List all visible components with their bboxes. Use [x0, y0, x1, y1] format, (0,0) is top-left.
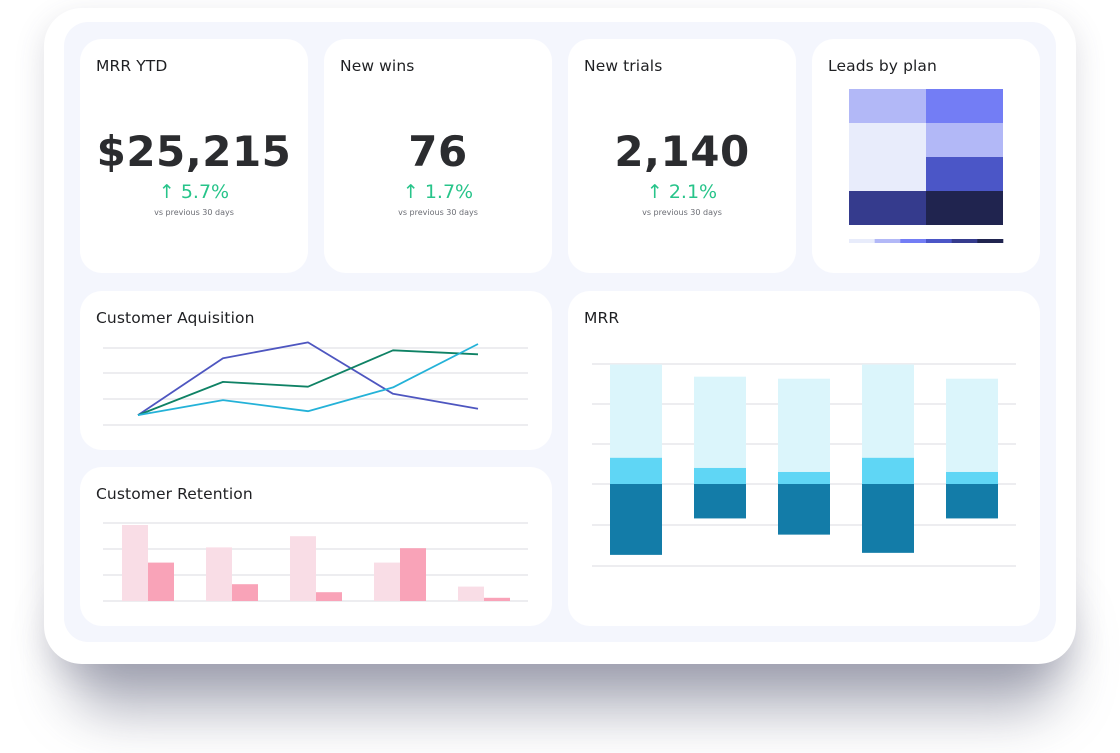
card-title: MRR: [584, 309, 620, 327]
mrr-bar-chart: [592, 363, 1016, 567]
kpi-value: 2,140: [614, 127, 750, 176]
heatmap-cell: [926, 123, 1003, 157]
bar: [400, 548, 426, 601]
bar: [122, 525, 148, 601]
bar-segment: [862, 484, 914, 553]
retention-bar-chart: [103, 522, 528, 602]
bar-segment: [946, 484, 998, 519]
kpi-value: 76: [408, 127, 468, 176]
bar-segment: [778, 484, 830, 535]
heatmap-cell: [926, 157, 1003, 191]
mrr-card[interactable]: MRR: [568, 291, 1040, 626]
kpi-card-mrr-ytd[interactable]: MRR YTD $25,215 ↑ 5.7% vs previous 30 da…: [80, 39, 308, 273]
bar-segment: [862, 457, 914, 484]
kpi-change: ↑ 5.7%: [158, 181, 230, 203]
customer-retention-card[interactable]: Customer Retention: [80, 467, 552, 626]
bar: [458, 586, 484, 601]
heatmap-cell: [849, 89, 926, 123]
heatmap-cell: [849, 191, 926, 225]
card-title: Leads by plan: [828, 57, 937, 75]
bar-segment: [694, 484, 746, 519]
bar-segment: [694, 467, 746, 484]
bar-segment: [610, 457, 662, 484]
bar-segment: [778, 471, 830, 484]
bar: [484, 597, 510, 601]
kpi-title: New wins: [340, 57, 415, 75]
kpi-change: ↑ 2.1%: [646, 181, 718, 203]
customer-acquisition-card[interactable]: Customer Aquisition: [80, 291, 552, 450]
heatmap-cell: [926, 191, 1003, 225]
series-line: [137, 341, 479, 416]
leads-by-plan-card[interactable]: Leads by plan: [812, 39, 1040, 273]
kpi-title: MRR YTD: [96, 57, 168, 75]
kpi-subtext: vs previous 30 days: [642, 208, 722, 217]
bar-segment: [610, 484, 662, 555]
bar-segment: [862, 364, 914, 458]
bar-segment: [946, 471, 998, 484]
legend-swatch: [977, 239, 1004, 243]
bar: [232, 584, 258, 601]
bar-segment: [778, 378, 830, 472]
acquisition-line-chart: [103, 341, 528, 426]
kpi-card-new-wins[interactable]: New wins 76 ↑ 1.7% vs previous 30 days: [324, 39, 552, 273]
bar-segment: [946, 378, 998, 472]
heatmap-cell: [849, 123, 926, 157]
kpi-subtext: vs previous 30 days: [398, 208, 478, 217]
legend-swatch: [849, 239, 875, 243]
series-line: [137, 349, 479, 416]
kpi-value: $25,215: [96, 127, 292, 176]
bar: [316, 592, 342, 601]
kpi-subtext: vs previous 30 days: [154, 208, 234, 217]
kpi-title: New trials: [584, 57, 663, 75]
legend-swatch: [900, 239, 927, 243]
bar: [374, 562, 400, 601]
series-line: [137, 343, 479, 416]
bar: [206, 547, 232, 601]
kpi-change: ↑ 1.7%: [402, 181, 474, 203]
bar-segment: [610, 364, 662, 458]
legend-swatch: [951, 239, 978, 243]
bar: [148, 562, 174, 601]
heatmap-cell: [926, 89, 1003, 123]
bar-segment: [694, 376, 746, 468]
kpi-card-new-trials[interactable]: New trials 2,140 ↑ 2.1% vs previous 30 d…: [568, 39, 796, 273]
bar: [290, 536, 316, 601]
legend-swatch: [926, 239, 952, 243]
card-title: Customer Retention: [96, 485, 253, 503]
legend-swatch: [874, 239, 901, 243]
card-title: Customer Aquisition: [96, 309, 255, 327]
leads-heatmap: [849, 89, 1004, 243]
heatmap-cell: [849, 157, 926, 191]
